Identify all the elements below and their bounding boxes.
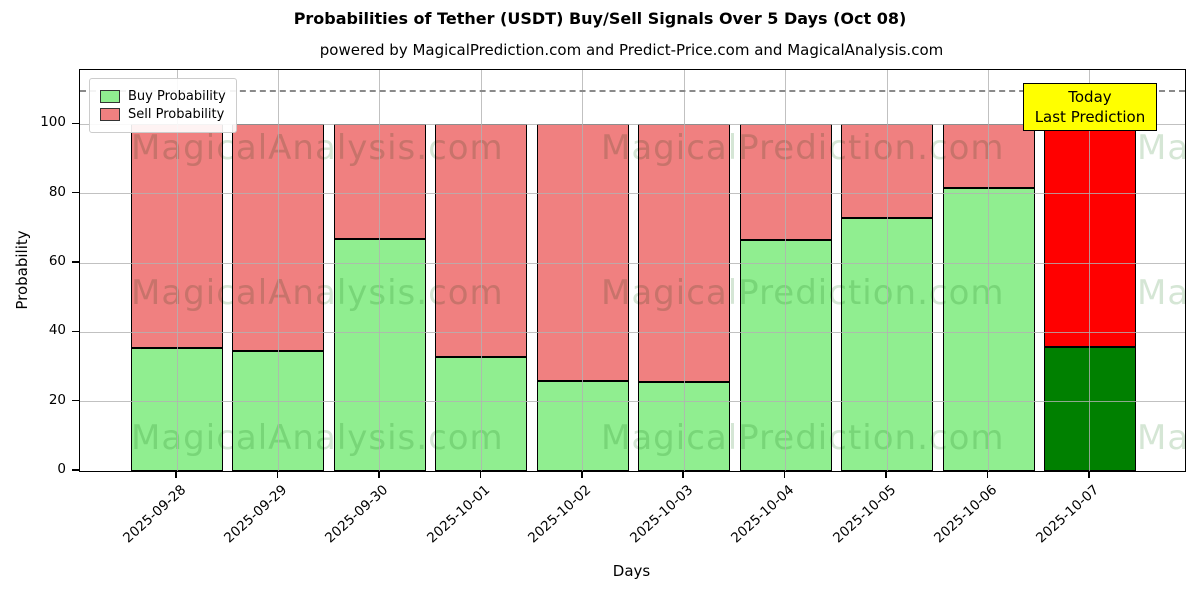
x-tick-label: 2025-10-07 <box>1032 482 1102 547</box>
x-tick-label: 2025-10-04 <box>728 482 798 547</box>
vertical-gridline <box>1089 70 1091 471</box>
legend-entry-buy: Buy Probability <box>100 89 226 104</box>
x-tick-mark <box>581 471 583 478</box>
vertical-gridline <box>582 70 584 471</box>
x-tick-label: 2025-10-03 <box>626 482 696 547</box>
x-tick-label: 2025-10-05 <box>829 482 899 547</box>
horizontal-gridline <box>80 123 1185 125</box>
chart-subtitle: powered by MagicalPrediction.com and Pre… <box>319 41 944 59</box>
annotation-line-2: Last Prediction <box>1034 108 1146 126</box>
sell-color-swatch <box>100 108 120 121</box>
vertical-gridline <box>683 70 685 471</box>
watermark-text: MagicalPrediction.com <box>601 128 1005 168</box>
vertical-gridline <box>886 70 888 471</box>
vertical-gridline <box>176 70 178 471</box>
legend-label-sell: Sell Probability <box>128 107 225 122</box>
chart-title: Probabilities of Tether (USDT) Buy/Sell … <box>293 9 907 28</box>
y-tick-label: 80 <box>48 183 66 200</box>
y-tick-mark <box>72 330 79 333</box>
x-tick-mark <box>885 471 887 478</box>
watermark-text: MagicalAnalysis.com <box>1137 273 1186 313</box>
x-tick-mark <box>783 471 786 478</box>
x-tick-label: 2025-10-01 <box>424 482 494 547</box>
legend-label-buy: Buy Probability <box>128 89 226 104</box>
x-tick-mark <box>175 471 177 478</box>
y-tick-label: 40 <box>48 322 66 339</box>
vertical-gridline <box>379 70 381 471</box>
y-tick-mark <box>72 469 79 471</box>
horizontal-gridline <box>80 193 1185 195</box>
horizontal-gridline <box>80 262 1185 264</box>
x-tick-mark <box>1088 471 1090 478</box>
legend-entry-sell: Sell Probability <box>100 107 226 122</box>
x-tick-label: 2025-09-28 <box>119 482 189 547</box>
watermark-text: MagicalAnalysis.com <box>1137 418 1186 458</box>
y-tick-mark <box>72 122 79 125</box>
watermark-text: MagicalPrediction.com <box>601 273 1005 313</box>
y-tick-mark <box>72 191 79 194</box>
legend: Buy Probability Sell Probability <box>89 78 237 133</box>
x-tick-label: 2025-10-06 <box>931 482 1001 547</box>
watermark-text: MagicalPrediction.com <box>601 418 1005 458</box>
threshold-dashed-line <box>80 89 1185 92</box>
vertical-gridline <box>277 70 279 471</box>
x-tick-mark <box>378 471 380 478</box>
horizontal-gridline <box>80 401 1185 403</box>
grid-layer <box>80 70 1185 471</box>
watermark-text: MagicalAnalysis.com <box>131 128 504 168</box>
y-tick-label: 60 <box>48 253 66 270</box>
y-tick-mark <box>72 399 79 402</box>
x-tick-label: 2025-09-30 <box>322 482 392 547</box>
x-axis-label: Days <box>612 562 651 580</box>
x-tick-mark <box>276 471 279 478</box>
watermark-text: MagicalAnalysis.com <box>131 418 504 458</box>
x-tick-label: 2025-09-29 <box>221 482 291 547</box>
vertical-gridline <box>988 70 990 471</box>
x-tick-mark <box>479 471 482 478</box>
x-tick-mark <box>682 471 684 478</box>
x-tick-label: 2025-10-02 <box>525 482 595 547</box>
annotation-line-1: Today <box>1068 88 1112 106</box>
y-tick-mark <box>72 261 79 263</box>
watermark-layer: MagicalAnalysis.com MagicalPrediction.com… <box>80 70 1185 471</box>
vertical-gridline <box>785 70 787 471</box>
y-axis-label: Probability <box>13 230 31 310</box>
y-tick-label: 20 <box>48 391 66 408</box>
y-tick-label: 0 <box>57 461 66 477</box>
horizontal-gridline <box>80 331 1185 333</box>
watermark-text: MagicalAnalysis.com <box>131 273 504 313</box>
vertical-gridline <box>480 70 482 471</box>
watermark-text: MagicalAnalysis.com <box>1137 128 1186 168</box>
buy-color-swatch <box>100 90 120 103</box>
today-annotation: Today Last Prediction <box>1022 83 1157 131</box>
x-tick-mark <box>986 471 989 478</box>
plot-area: MagicalAnalysis.com MagicalPrediction.com… <box>79 69 1186 472</box>
y-tick-label: 100 <box>40 114 66 131</box>
